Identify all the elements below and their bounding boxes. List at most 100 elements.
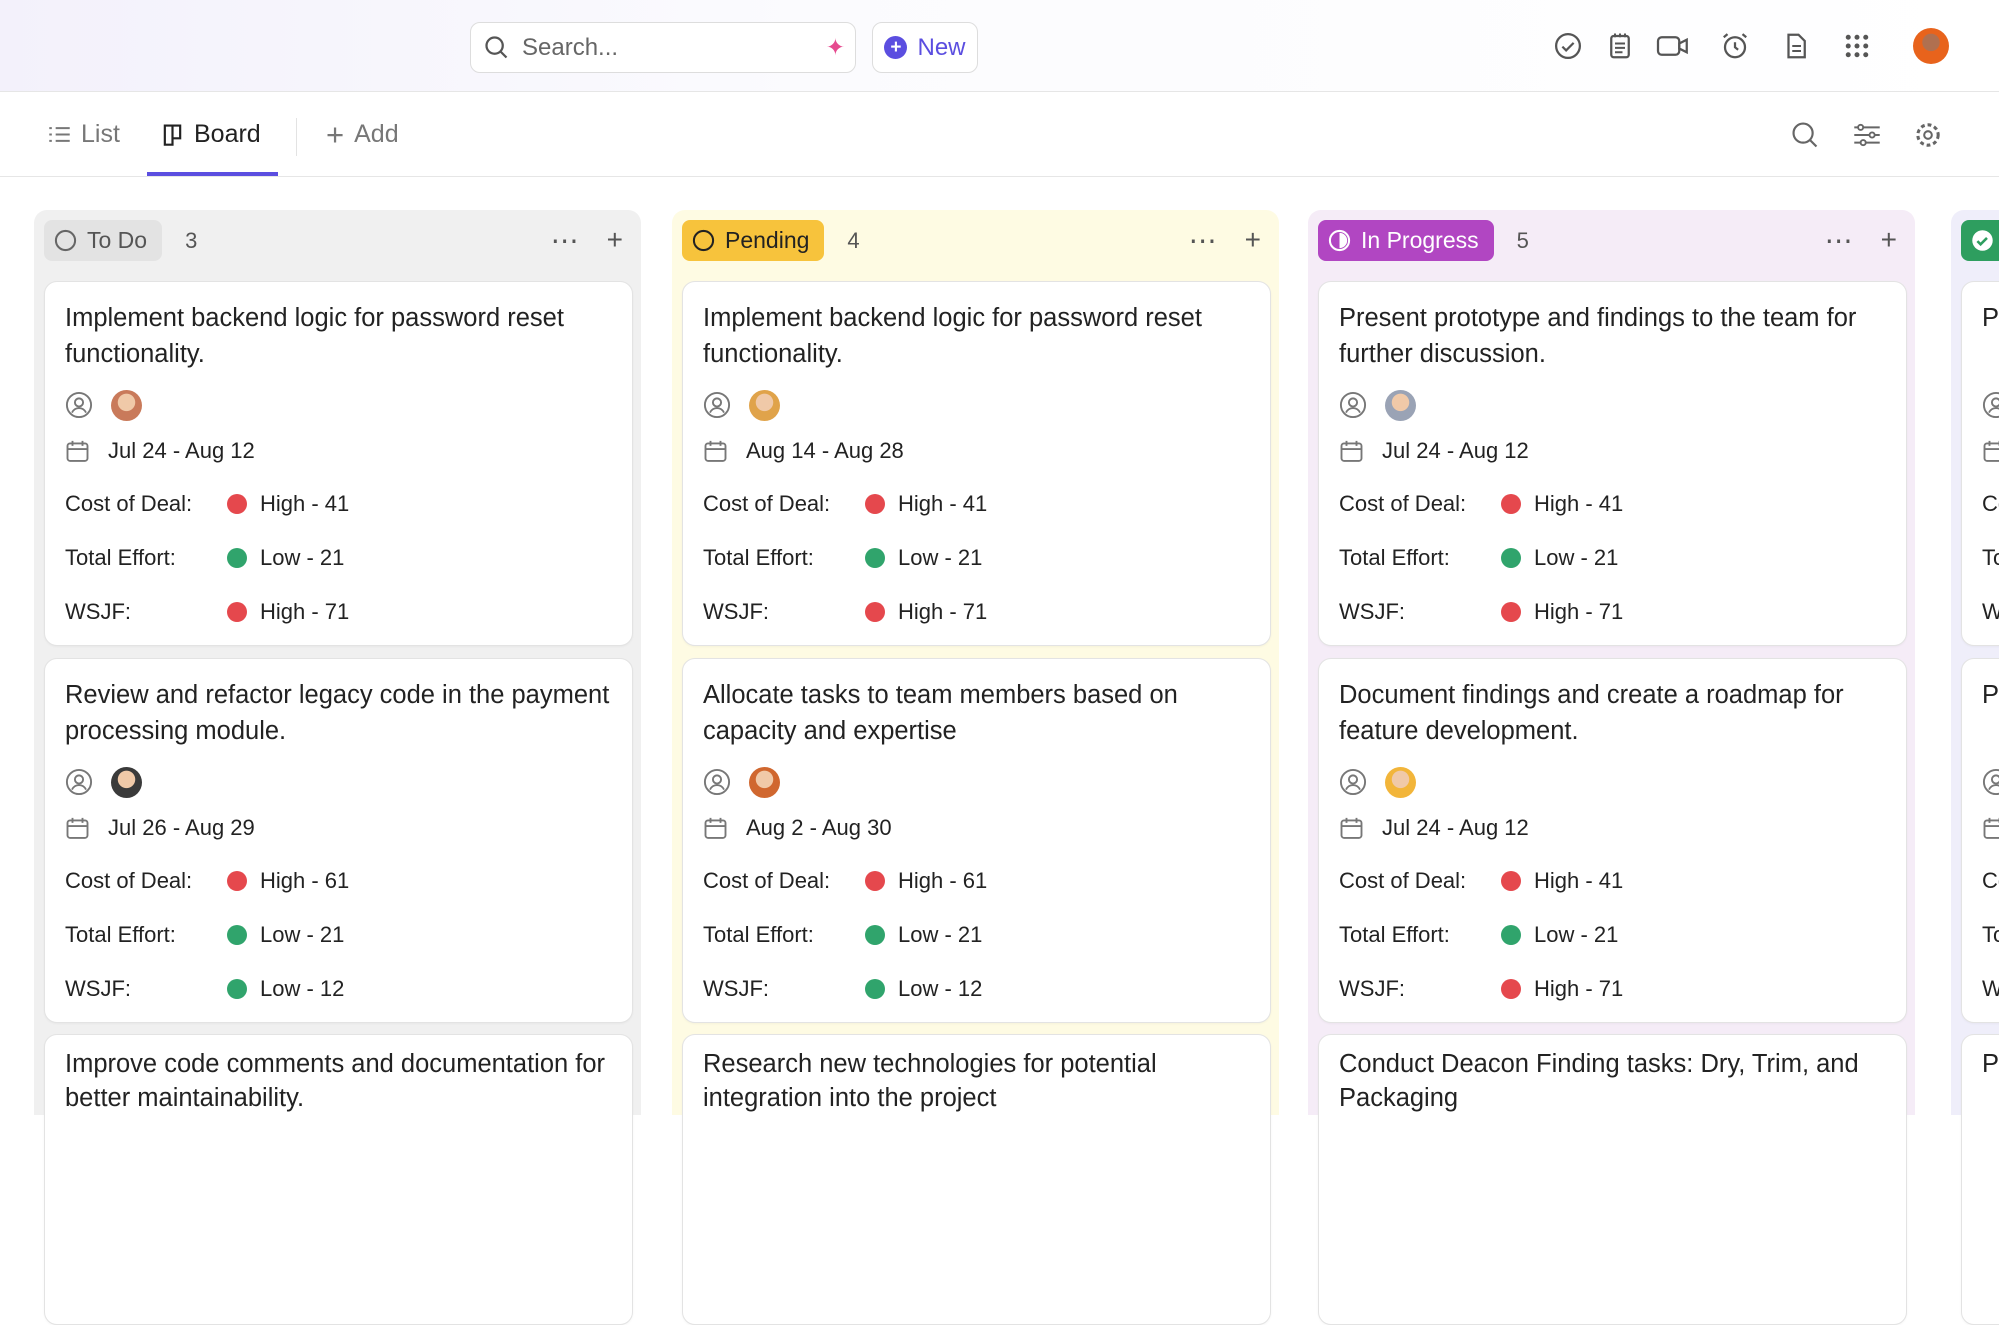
- assignee-avatar[interactable]: [749, 767, 780, 798]
- custom-field-row: Cost of Deal:High - 41: [703, 477, 1250, 531]
- assignee-icon[interactable]: [1982, 391, 1999, 419]
- field-label: To: [1982, 545, 1999, 571]
- video-icon[interactable]: [1655, 31, 1691, 61]
- tab-board[interactable]: Board: [161, 120, 261, 149]
- calendar-icon: [1982, 816, 1999, 841]
- assignee-avatar[interactable]: [1385, 767, 1416, 798]
- assignee-avatar[interactable]: [111, 767, 142, 798]
- field-value[interactable]: High - 71: [898, 599, 987, 625]
- add-task-icon[interactable]: +: [607, 224, 623, 257]
- custom-field-row: To: [1982, 908, 1999, 962]
- task-card[interactable]: Pr fo CoToW: [1961, 658, 1999, 1023]
- calendar-icon: [1982, 439, 1999, 464]
- assignee-icon[interactable]: [1982, 768, 1999, 796]
- assignee-icon[interactable]: [1339, 768, 1367, 796]
- assignee-icon[interactable]: [65, 768, 93, 796]
- task-dates: Jul 24 - Aug 12: [1382, 815, 1529, 841]
- tab-list[interactable]: List: [48, 120, 120, 149]
- field-value[interactable]: Low - 21: [260, 545, 344, 571]
- assignee-avatar[interactable]: [749, 390, 780, 421]
- field-value[interactable]: High - 71: [1534, 976, 1623, 1002]
- user-avatar[interactable]: [1913, 28, 1949, 64]
- task-card[interactable]: Pr fo CoToW: [1961, 281, 1999, 646]
- task-card[interactable]: Research new technologies for potential …: [682, 1034, 1271, 1325]
- custom-field-row: Total Effort:Low - 21: [65, 908, 612, 962]
- custom-field-row: Total Effort:Low - 21: [65, 531, 612, 585]
- status-pill[interactable]: Pending: [682, 220, 824, 261]
- app: Search... ✦ + New List Board + Add: [0, 0, 1999, 1115]
- field-value[interactable]: Low - 21: [898, 545, 982, 571]
- ai-sparkle-icon[interactable]: ✦: [826, 34, 845, 61]
- field-value[interactable]: High - 71: [260, 599, 349, 625]
- calendar-icon: [703, 439, 728, 464]
- board-column: ⋯+ Pr fo CoToW Pr fo CoToW Pr fo: [1951, 210, 1999, 1115]
- task-card[interactable]: Conduct Deacon Finding tasks: Dry, Trim,…: [1318, 1034, 1907, 1325]
- assignee-avatar[interactable]: [111, 390, 142, 421]
- field-value[interactable]: Low - 21: [1534, 922, 1618, 948]
- field-value[interactable]: Low - 21: [898, 922, 982, 948]
- document-icon[interactable]: [1781, 31, 1811, 61]
- field-value[interactable]: High - 41: [898, 491, 987, 517]
- assignee-icon[interactable]: [1339, 391, 1367, 419]
- assignee-icon[interactable]: [65, 391, 93, 419]
- search-input[interactable]: Search... ✦: [470, 22, 856, 73]
- custom-field-row: Cost of Deal:High - 41: [1339, 854, 1886, 908]
- task-title: Conduct Deacon Finding tasks: Dry, Trim,…: [1339, 1047, 1886, 1115]
- task-title: Document findings and create a roadmap f…: [1339, 677, 1886, 749]
- field-label: Co: [1982, 868, 1999, 894]
- more-options-icon[interactable]: ⋯: [551, 224, 579, 257]
- settings-gear-icon[interactable]: [1914, 121, 1942, 149]
- field-label: Cost of Deal:: [1339, 491, 1501, 517]
- field-value[interactable]: Low - 21: [260, 922, 344, 948]
- task-card[interactable]: Implement backend logic for password res…: [44, 281, 633, 646]
- column-count: 5: [1517, 228, 1529, 254]
- field-value[interactable]: High - 41: [1534, 491, 1623, 517]
- add-view-button[interactable]: + Add: [326, 120, 399, 149]
- priority-dot-icon: [865, 602, 885, 622]
- assignee-icon[interactable]: [703, 768, 731, 796]
- custom-field-row: Cost of Deal:High - 61: [65, 854, 612, 908]
- notepad-icon[interactable]: [1605, 31, 1635, 61]
- task-card[interactable]: Implement backend logic for password res…: [682, 281, 1271, 646]
- field-value[interactable]: Low - 21: [1534, 545, 1618, 571]
- task-card[interactable]: Allocate tasks to team members based on …: [682, 658, 1271, 1023]
- field-value[interactable]: High - 61: [898, 868, 987, 894]
- task-card[interactable]: Review and refactor legacy code in the p…: [44, 658, 633, 1023]
- more-options-icon[interactable]: ⋯: [1825, 224, 1853, 257]
- alarm-icon[interactable]: [1720, 31, 1750, 61]
- calendar-icon: [1339, 816, 1364, 841]
- custom-field-row: Total Effort: Low - 21: [1339, 531, 1886, 585]
- task-card[interactable]: Pr fo: [1961, 1034, 1999, 1325]
- assignee-avatar[interactable]: [1385, 390, 1416, 421]
- more-options-icon[interactable]: ⋯: [1189, 224, 1217, 257]
- list-icon: [48, 123, 71, 146]
- search-icon: [484, 35, 509, 60]
- field-value[interactable]: High - 41: [260, 491, 349, 517]
- field-label: Cost of Deal:: [703, 868, 865, 894]
- search-icon[interactable]: [1791, 121, 1819, 149]
- status-pill[interactable]: To Do: [44, 220, 162, 261]
- status-pill[interactable]: [1961, 220, 1999, 261]
- filter-sliders-icon[interactable]: [1853, 121, 1881, 149]
- status-pill[interactable]: In Progress: [1318, 220, 1494, 261]
- field-value[interactable]: Low - 12: [898, 976, 982, 1002]
- task-card[interactable]: Present prototype and findings to the te…: [1318, 281, 1907, 646]
- new-button[interactable]: + New: [872, 22, 978, 73]
- priority-dot-icon: [865, 925, 885, 945]
- add-task-icon[interactable]: +: [1245, 224, 1261, 257]
- check-circle-icon[interactable]: [1553, 31, 1583, 61]
- task-card[interactable]: Improve code comments and documentation …: [44, 1034, 633, 1325]
- priority-dot-icon: [227, 548, 247, 568]
- field-value[interactable]: High - 61: [260, 868, 349, 894]
- field-value[interactable]: High - 71: [1534, 599, 1623, 625]
- priority-dot-icon: [865, 548, 885, 568]
- tab-list-label: List: [81, 120, 120, 149]
- apps-grid-icon[interactable]: [1842, 31, 1872, 61]
- field-value[interactable]: High - 41: [1534, 868, 1623, 894]
- assignee-icon[interactable]: [703, 391, 731, 419]
- field-value[interactable]: Low - 12: [260, 976, 344, 1002]
- add-task-icon[interactable]: +: [1881, 224, 1897, 257]
- field-label: Total Effort:: [1339, 545, 1501, 571]
- task-card[interactable]: Document findings and create a roadmap f…: [1318, 658, 1907, 1023]
- view-tabs: List Board + Add: [0, 92, 1999, 177]
